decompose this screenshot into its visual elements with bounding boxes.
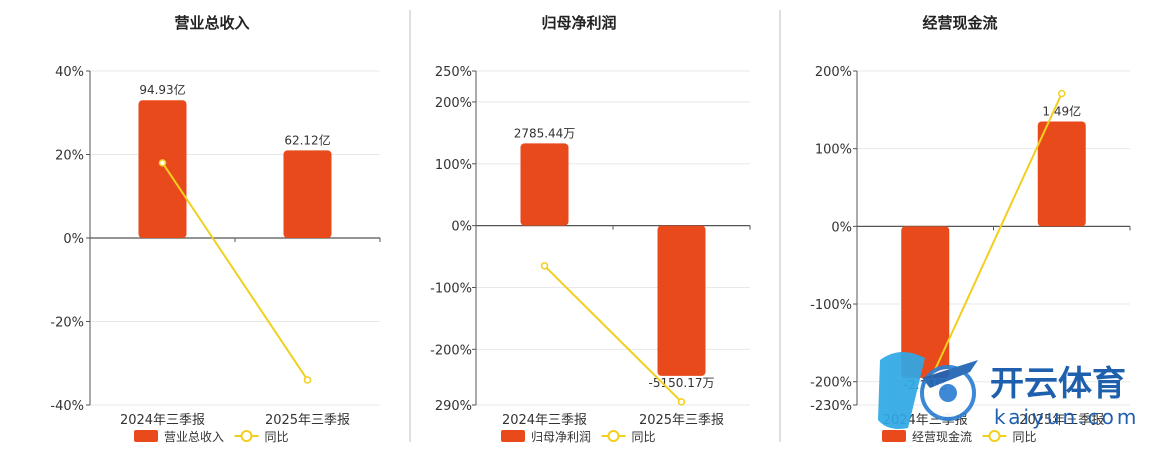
- y-tick-label: -100%: [430, 281, 472, 296]
- y-tick-label: 100%: [435, 158, 472, 173]
- legend-label-line: 同比: [265, 430, 289, 444]
- y-tick-label: 200%: [815, 65, 852, 80]
- y-tick-label: 250%: [435, 65, 472, 80]
- yoy-line: [161, 162, 309, 381]
- legend-swatch-marker: [607, 430, 620, 442]
- bar: [657, 225, 706, 376]
- y-tick-label: 100%: [815, 143, 852, 158]
- bar: [520, 143, 569, 226]
- watermark-text: 开云体育: [990, 364, 1126, 404]
- legend-label-bar: 经营现金流: [912, 429, 972, 444]
- y-tick-label: 200%: [435, 96, 472, 111]
- chart-title: 经营现金流: [922, 14, 997, 32]
- yoy-point: [1058, 89, 1066, 98]
- bar: [1037, 121, 1086, 227]
- logo-swoosh: [922, 360, 978, 388]
- bar-data-label: 1.49亿: [1042, 103, 1081, 118]
- y-tick-label: -200%: [810, 376, 852, 391]
- y-tick-label: -20%: [50, 316, 84, 331]
- bar: [138, 100, 187, 238]
- chart-title: 营业总收入: [174, 14, 249, 32]
- y-tick-label: 0%: [63, 232, 84, 247]
- x-category-label: 2025年三季报: [265, 413, 350, 428]
- chart-panel-3: 经营现金流200%100%0%-100%-200%-230%-2.14亿1.49…: [810, 14, 1131, 444]
- chart-panel-2: 归母净利润 250% 200% 100% 0% -100% -200% 290% 2785.44…: [430, 10, 781, 444]
- watermark-subtext: kaiyun.com: [994, 405, 1139, 429]
- yoy-line: [543, 265, 683, 403]
- legend-swatch-bar: [501, 430, 525, 442]
- chart-title: 归母净利润: [541, 14, 616, 32]
- x-category-label: 2025年三季报: [639, 413, 724, 428]
- logo-k-shape: [878, 351, 925, 429]
- legend-label-line: 同比: [1013, 430, 1037, 444]
- yoy-line: [924, 93, 1063, 392]
- yoy-point: [540, 262, 549, 270]
- yoy-point: [677, 398, 686, 406]
- y-tick-label: -100%: [810, 298, 852, 313]
- x-category-label: 2025年三季报: [1019, 413, 1104, 428]
- soccer-ball-patch: [939, 384, 957, 402]
- chart-panel-1: 营业总收入 40% 20% 0% -20% -40% 94.93亿 62.12亿 2024年三季…: [50, 10, 411, 444]
- legend-label-bar: 营业总收入: [164, 430, 224, 444]
- legend-label-line: 同比: [632, 430, 656, 444]
- legend-swatch-bar: [134, 430, 158, 442]
- bar-data-label: 2785.44万: [514, 126, 576, 140]
- x-category-label: 2024年三季报: [502, 413, 587, 428]
- yoy-point: [303, 376, 312, 384]
- y-tick-label: -230%: [810, 399, 852, 414]
- bar-data-label: 62.12亿: [284, 132, 330, 147]
- y-tick-label: 0%: [831, 220, 852, 235]
- bar: [901, 226, 950, 378]
- legend-swatch-bar: [882, 430, 906, 442]
- legend-swatch-marker: [988, 430, 1001, 442]
- legend-label-bar: 归母净利润: [531, 430, 591, 444]
- y-tick-label: 20%: [55, 149, 84, 164]
- bar-data-label: 94.93亿: [139, 82, 185, 97]
- x-category-label: 2024年三季报: [120, 413, 205, 428]
- y-tick-label: 290%: [435, 399, 472, 414]
- bar: [283, 150, 332, 238]
- yoy-point: [158, 159, 167, 167]
- y-tick-label: 0%: [451, 220, 472, 235]
- legend-swatch-marker: [240, 430, 253, 442]
- watermark-logo: [878, 351, 978, 429]
- y-tick-label: -200%: [430, 343, 472, 358]
- y-tick-label: -40%: [50, 399, 84, 414]
- y-tick-label: 40%: [55, 65, 84, 80]
